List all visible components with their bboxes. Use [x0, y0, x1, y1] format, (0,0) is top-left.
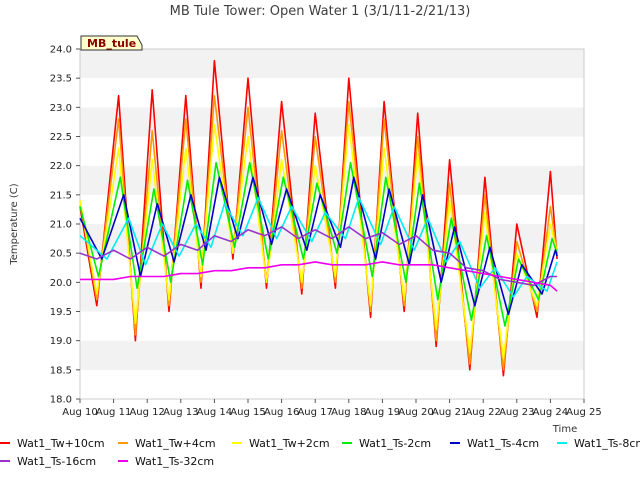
grid-band — [80, 49, 584, 79]
x-tick-label: Aug 21 — [432, 407, 467, 418]
legend-label-wat1-tw-2cm: Wat1_Tw+2cm — [249, 437, 330, 450]
y-tick-label: 23.0 — [50, 103, 72, 114]
legend: Wat1_Tw+10cm Wat1_Tw+4cm Wat1_Tw+2cm Wat1_T… — [0, 437, 640, 468]
y-tick-label: 23.5 — [50, 74, 72, 85]
legend-label-wat1-tw-10cm: Wat1_Tw+10cm — [17, 437, 105, 450]
x-tick-label: Aug 23 — [499, 407, 534, 418]
y-tick-label: 24.0 — [50, 45, 72, 56]
x-tick-label: Aug 17 — [297, 407, 332, 418]
grid-band — [80, 369, 584, 399]
legend-label-wat1-tw-4cm: Wat1_Tw+4cm — [135, 437, 216, 450]
legend-label-wat1-ts-2cm: Wat1_Ts-2cm — [359, 437, 431, 450]
grid-band — [80, 136, 584, 166]
series-line-wat1-ts-32cm — [80, 261, 558, 292]
legend-label-wat1-ts-32cm: Wat1_Ts-32cm — [135, 455, 214, 468]
legend-label-wat1-ts-16cm: Wat1_Ts-16cm — [17, 455, 96, 468]
y-tick-label: 22.0 — [50, 161, 72, 172]
grid-band — [80, 194, 584, 224]
grid-band — [80, 282, 584, 312]
y-tick-label: 19.0 — [50, 336, 72, 347]
x-tick-label: Aug 19 — [365, 407, 400, 418]
series-line-wat1-ts-4cm — [79, 176, 558, 316]
series-line-wat1-ts-16cm — [79, 226, 558, 287]
x-tick-label: Aug 25 — [566, 407, 601, 418]
x-tick-label: Aug 18 — [331, 407, 366, 418]
y-axis: 18.0 18.5 19.0 19.5 20.0 20.5 21.0 21.5 22.0 22.5… — [50, 45, 80, 406]
x-tick-label: Aug 14 — [197, 407, 232, 418]
y-tick-label: 18.0 — [50, 395, 72, 406]
y-tick-label: 18.5 — [50, 365, 72, 376]
series-line-wat1-ts-8cm — [79, 197, 558, 298]
x-axis-label: Time — [552, 424, 577, 435]
series-lines — [79, 59, 558, 377]
x-tick-label: Aug 24 — [533, 407, 568, 418]
chart-title: MB Tule Tower: Open Water 1 (3/1/11-2/21… — [170, 4, 471, 19]
y-tick-label: 20.0 — [50, 278, 72, 289]
y-tick-label: 21.5 — [50, 190, 72, 201]
grid-band — [80, 107, 584, 137]
x-tick-label: Aug 10 — [62, 407, 97, 418]
legend-label-wat1-ts-4cm: Wat1_Ts-4cm — [467, 437, 539, 450]
y-axis-label: Temperature (C) — [9, 183, 20, 265]
y-tick-label: 22.5 — [50, 132, 72, 143]
station-box: MB_tule — [80, 35, 143, 51]
grid-band — [80, 340, 584, 370]
x-tick-label: Aug 13 — [163, 407, 198, 418]
y-tick-label: 20.5 — [50, 249, 72, 260]
station-box-shape — [80, 35, 143, 51]
grid-band — [80, 78, 584, 108]
grid-band — [80, 165, 584, 195]
x-tick-label: Aug 15 — [230, 407, 265, 418]
y-tick-label: 21.0 — [50, 220, 72, 231]
x-tick-label: Aug 22 — [465, 407, 500, 418]
legend-label-wat1-ts-8cm: Wat1_Ts-8cm — [574, 437, 640, 450]
x-tick-label: Aug 16 — [264, 407, 299, 418]
x-tick-label: Aug 12 — [129, 407, 164, 418]
x-tick-label: Aug 20 — [398, 407, 433, 418]
station-label: MB_tule — [87, 37, 136, 50]
x-tick-label: Aug 11 — [96, 407, 131, 418]
y-tick-label: 19.5 — [50, 307, 72, 318]
